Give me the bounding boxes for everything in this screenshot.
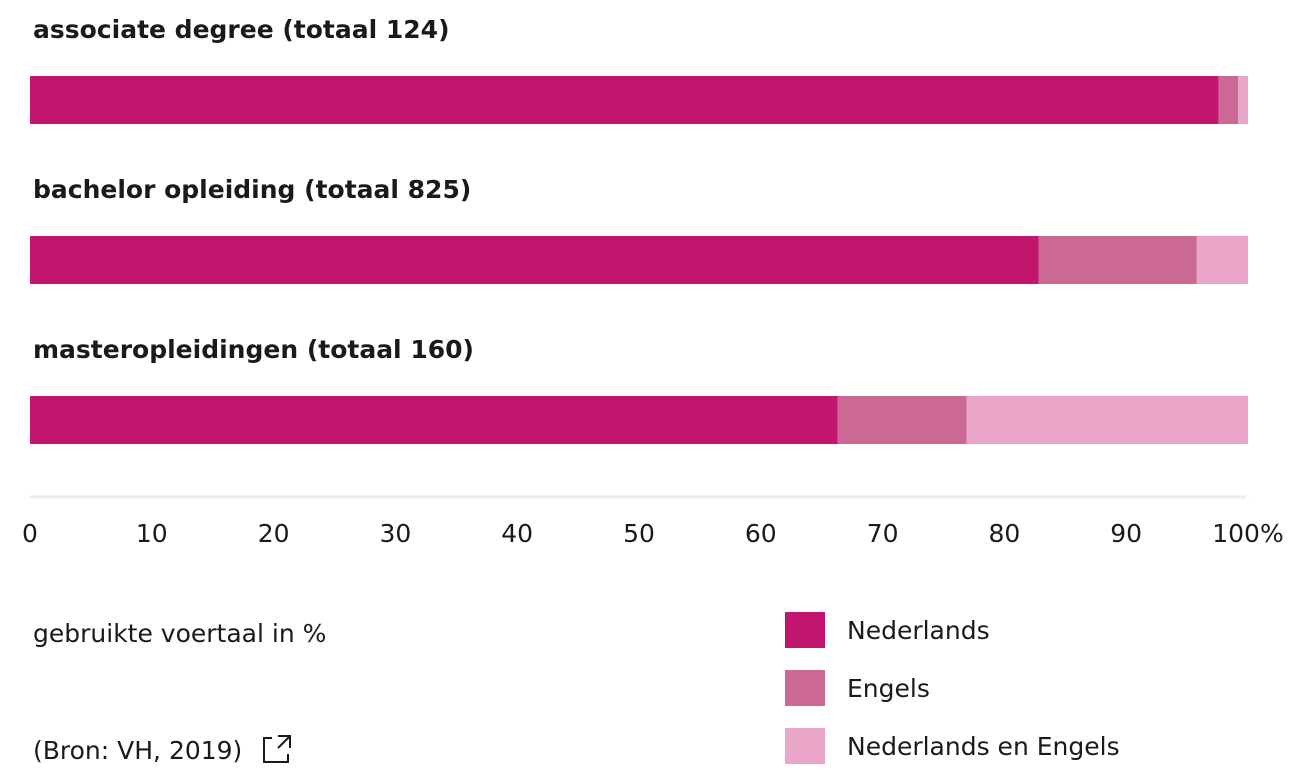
legend-swatch [785, 670, 825, 706]
x-tick-label: 100% [1212, 519, 1283, 548]
category-label: associate degree (totaal 124) [33, 15, 450, 44]
x-tick-label: 30 [379, 519, 411, 548]
external-link-icon[interactable] [263, 735, 291, 763]
bar-segment [966, 396, 1248, 444]
bar-segment [1196, 236, 1248, 284]
x-tick-label: 0 [22, 519, 38, 548]
legend-label: Nederlands [847, 616, 990, 645]
bar-segment [1218, 76, 1239, 124]
bar-segment [30, 236, 1039, 284]
x-tick-label: 20 [258, 519, 290, 548]
legend-label: Nederlands en Engels [847, 732, 1120, 761]
x-tick-label: 90 [1110, 519, 1142, 548]
x-tick-label: 80 [988, 519, 1020, 548]
category-label: masteropleidingen (totaal 160) [33, 335, 474, 364]
x-tick-label: 10 [136, 519, 168, 548]
legend-label: Engels [847, 674, 930, 703]
category-label: bachelor opleiding (totaal 825) [33, 175, 471, 204]
x-tick-label: 40 [501, 519, 533, 548]
x-tick-label: 70 [867, 519, 899, 548]
x-tick-label: 50 [623, 519, 655, 548]
x-tick-label: 60 [745, 519, 777, 548]
source[interactable]: (Bron: VH, 2019) [33, 736, 242, 765]
bar-segment [837, 396, 967, 444]
legend-swatch [785, 612, 825, 648]
bar-segment [30, 396, 838, 444]
legend-swatch [785, 728, 825, 764]
bar-segment [1038, 236, 1197, 284]
axis-label: gebruikte voertaal in % [33, 619, 326, 648]
bar-segment [1238, 76, 1248, 124]
bar-segment [30, 76, 1219, 124]
